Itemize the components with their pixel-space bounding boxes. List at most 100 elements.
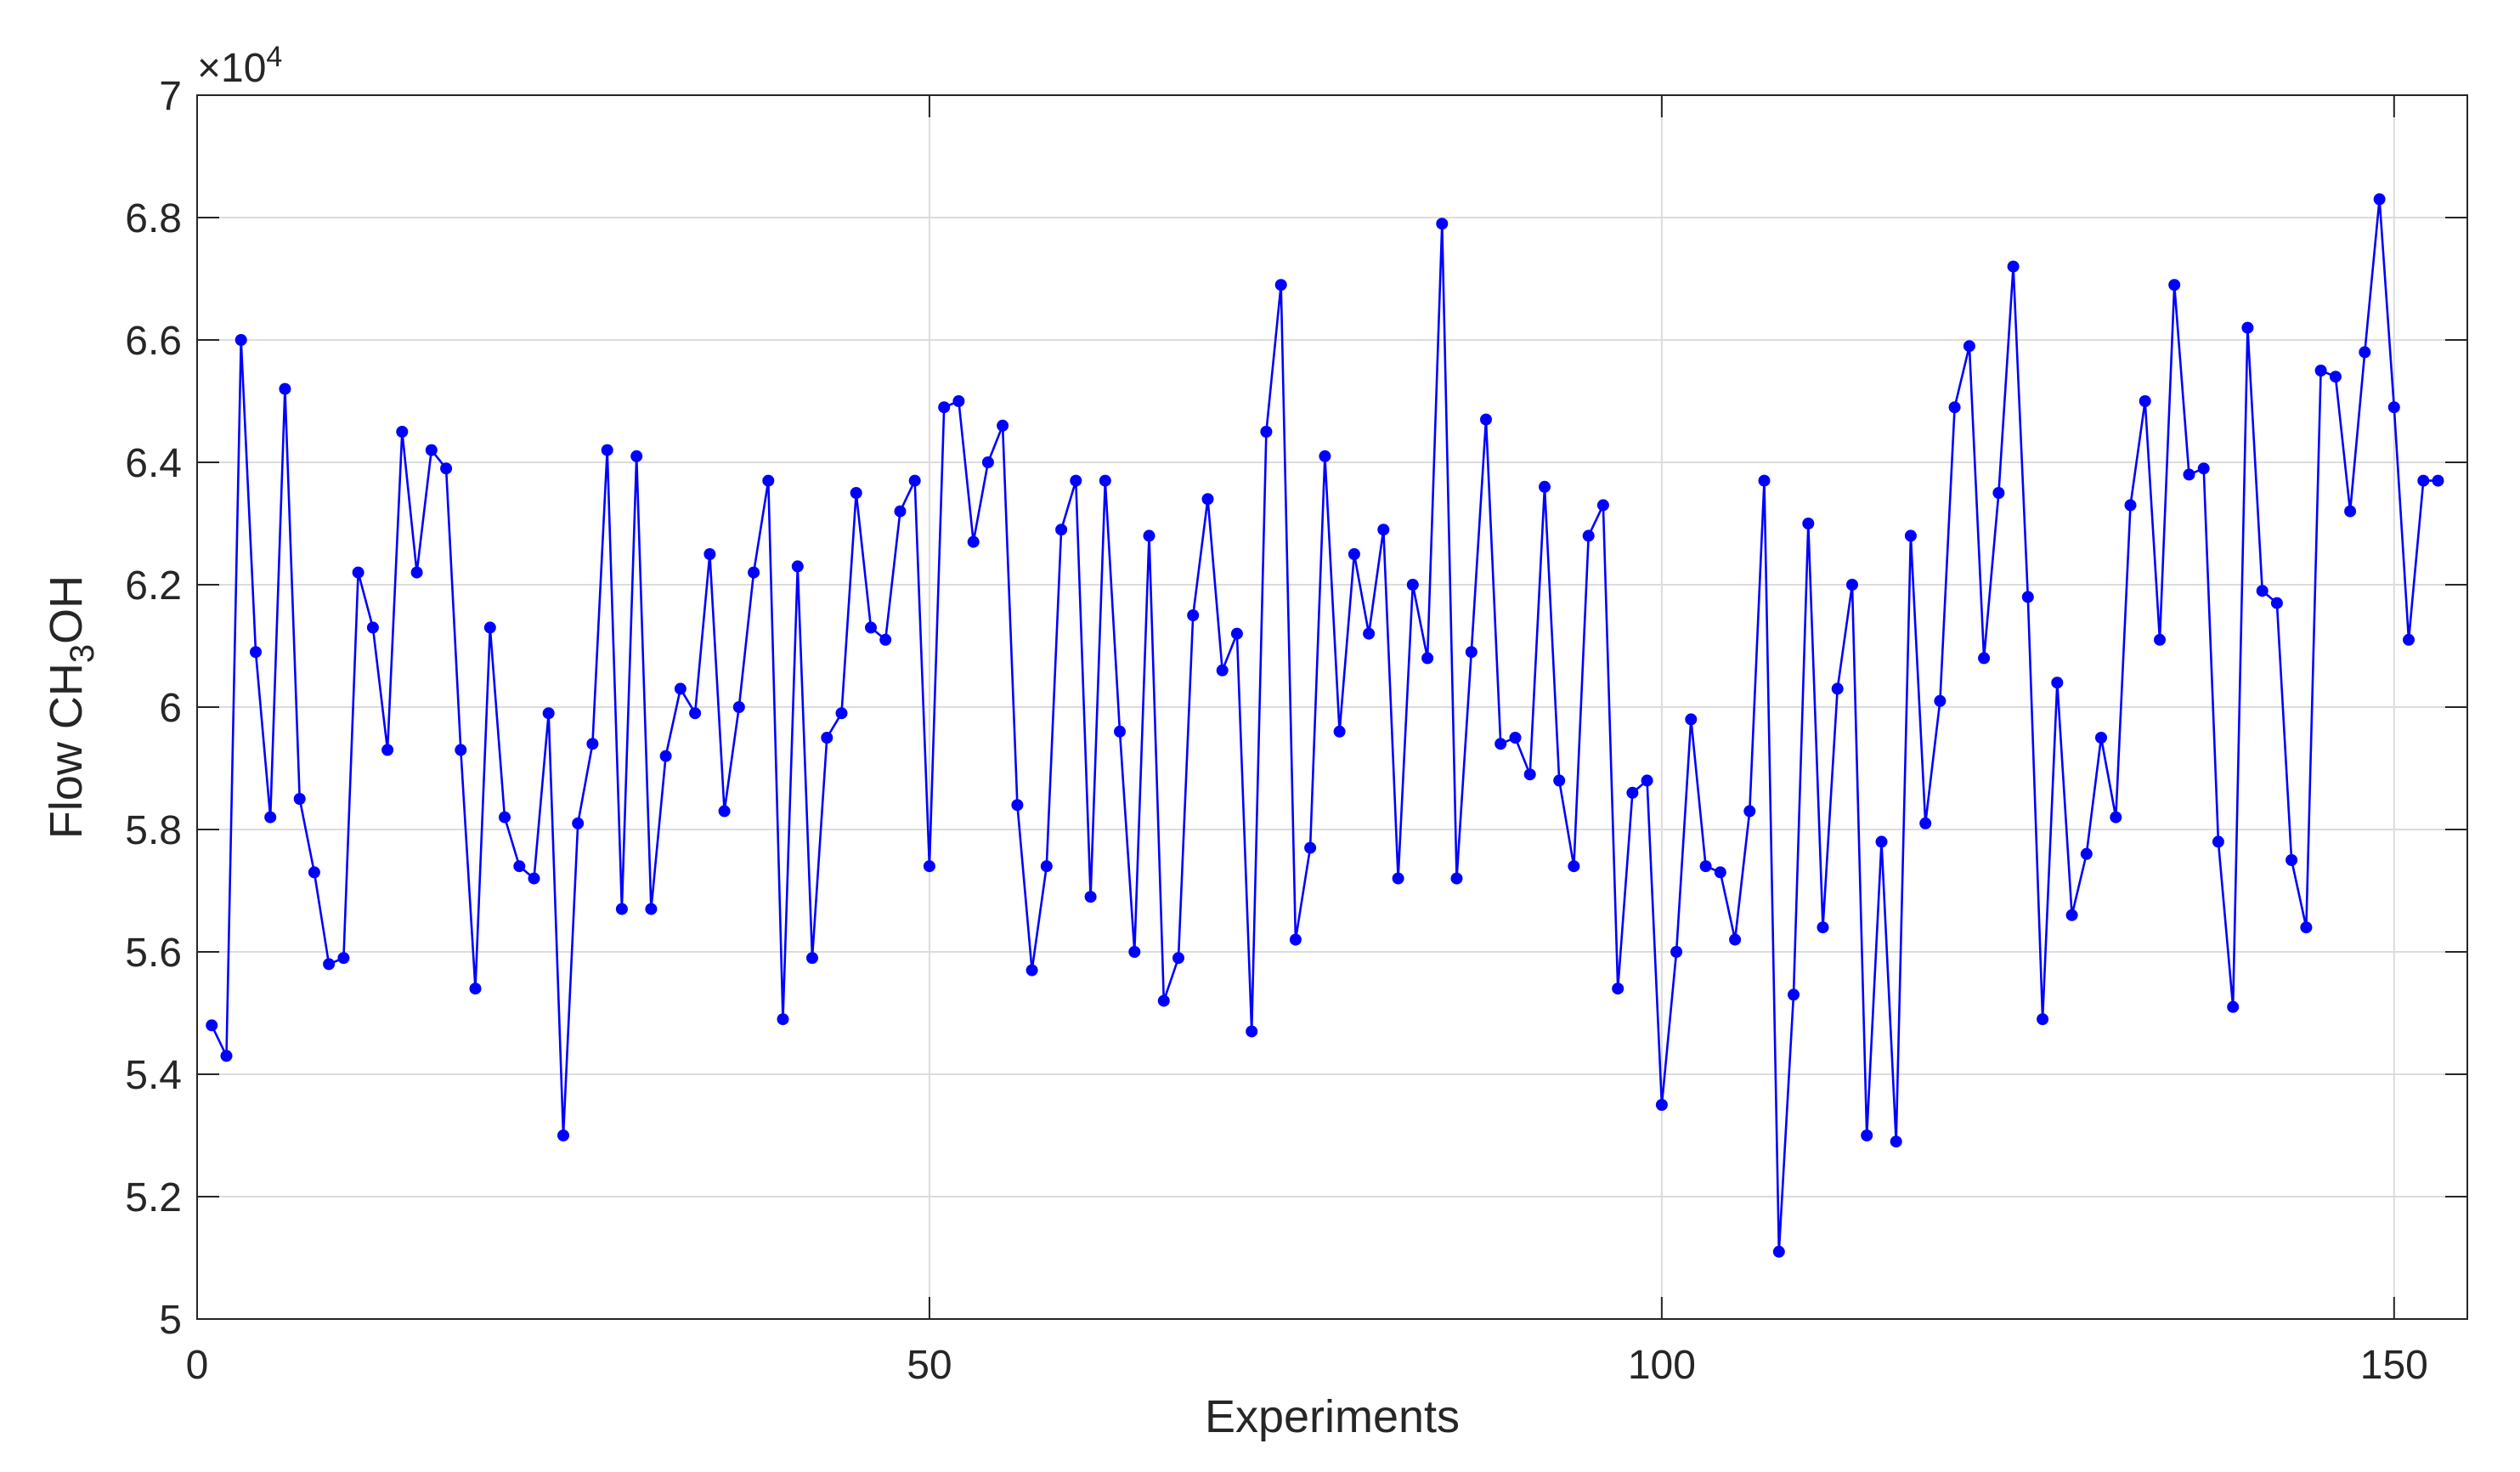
data-point <box>499 811 511 824</box>
data-point <box>1539 480 1551 493</box>
data-point <box>1582 529 1595 542</box>
data-point <box>366 621 379 634</box>
data-point <box>835 707 848 720</box>
data-point <box>1626 786 1639 799</box>
data-point <box>425 444 438 456</box>
data-point <box>2373 193 2386 206</box>
data-point <box>1450 872 1463 885</box>
data-point <box>2154 633 2166 646</box>
data-point <box>791 560 804 573</box>
x-tick-label: 150 <box>2360 1343 2428 1388</box>
data-point <box>1596 499 1609 512</box>
data-point <box>1465 646 1478 659</box>
data-point <box>923 860 935 873</box>
data-point <box>323 958 336 971</box>
data-point <box>2021 591 2034 603</box>
data-point <box>1099 474 1111 487</box>
data-point <box>821 732 833 744</box>
data-point <box>1948 401 1961 414</box>
data-point <box>220 1050 233 1062</box>
data-point <box>879 633 892 646</box>
x-tick-label: 100 <box>1628 1343 1696 1388</box>
data-point <box>1919 817 1932 829</box>
data-point <box>659 750 672 762</box>
data-point <box>1758 474 1771 487</box>
data-point <box>2286 854 2298 866</box>
y-tick-label: 6.2 <box>125 563 182 609</box>
data-point <box>2124 499 2137 512</box>
data-points <box>206 193 2444 1258</box>
data-point <box>2080 847 2093 860</box>
data-point <box>557 1129 569 1141</box>
data-point <box>1333 725 1346 738</box>
data-point <box>381 744 394 756</box>
data-point <box>777 1013 789 1026</box>
data-point <box>850 487 862 499</box>
data-point <box>1230 627 1243 640</box>
data-point <box>1846 579 1858 591</box>
x-tick-labels: 0 50 100 150 <box>186 1343 2428 1388</box>
y-exponent-label: ×104 <box>197 41 282 91</box>
data-point <box>410 566 423 579</box>
data-point <box>674 682 687 695</box>
y-tick-label: 6.4 <box>125 441 182 486</box>
data-point <box>2329 371 2342 383</box>
data-point <box>469 982 482 995</box>
data-point <box>1319 450 1331 462</box>
data-point <box>1304 841 1317 854</box>
data-point <box>806 952 818 965</box>
data-point <box>1436 218 1449 230</box>
data-point <box>1772 1245 1785 1258</box>
data-point <box>601 444 613 456</box>
data-point <box>1040 860 1053 873</box>
data-point <box>1494 738 1507 750</box>
y-axis-label: Flow CH3OH <box>41 575 101 839</box>
data-point <box>1157 994 1170 1007</box>
data-point <box>1802 518 1815 529</box>
data-point <box>1743 805 1756 818</box>
data-point <box>1260 426 1273 438</box>
data-point <box>1011 799 1024 812</box>
data-point <box>1289 933 1302 946</box>
data-point <box>938 401 951 414</box>
data-point <box>396 426 409 438</box>
y-tick-labels: 5 5.2 5.4 5.6 5.8 6 6.2 6.4 6.6 6.8 7 <box>125 74 182 1343</box>
data-point <box>1670 946 1683 958</box>
data-point <box>908 474 921 487</box>
data-point <box>1084 891 1097 903</box>
data-point <box>1568 860 1580 873</box>
data-point <box>2270 597 2283 609</box>
data-point <box>1509 732 1522 744</box>
data-point <box>748 566 760 579</box>
data-point <box>1655 1099 1668 1111</box>
data-point <box>1714 866 1726 879</box>
data-point <box>1201 493 1214 506</box>
data-point <box>1963 340 1975 353</box>
data-point <box>2183 468 2195 481</box>
data-point <box>250 646 262 659</box>
y-tick-label: 5.6 <box>125 931 182 976</box>
data-point <box>1788 988 1800 1001</box>
data-point <box>234 334 247 346</box>
y-tick-label: 5 <box>159 1298 182 1343</box>
data-point <box>1406 579 1419 591</box>
data-point <box>1172 952 1184 965</box>
x-tick-label: 50 <box>907 1343 952 1388</box>
data-point <box>1934 694 1947 707</box>
data-point <box>1246 1025 1258 1038</box>
y-tick-label: 5.8 <box>125 808 182 853</box>
data-point <box>1363 627 1376 640</box>
data-point <box>2212 835 2224 848</box>
data-point <box>279 382 291 395</box>
data-point <box>206 1019 218 1032</box>
data-point <box>1861 1129 1873 1141</box>
data-point <box>2359 346 2371 359</box>
data-point <box>865 621 877 634</box>
data-point <box>1377 524 1390 536</box>
data-point <box>2095 732 2107 744</box>
data-point <box>2314 365 2327 376</box>
data-point <box>732 701 745 713</box>
data-point <box>981 456 994 468</box>
data-point <box>1817 921 1829 934</box>
